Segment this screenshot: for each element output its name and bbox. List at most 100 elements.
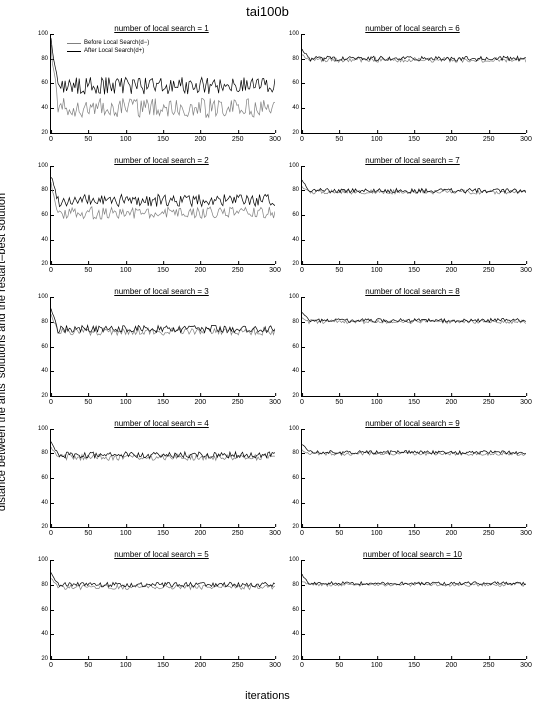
y-tick: 100 [38, 426, 51, 432]
panel-title: number of local search = 10 [295, 550, 530, 559]
line-chart [51, 560, 275, 659]
x-tick: 150 [157, 264, 169, 274]
x-tick: 100 [120, 527, 132, 537]
x-tick: 150 [408, 527, 420, 537]
series-after [302, 180, 526, 193]
x-tick: 150 [408, 396, 420, 406]
panel-title: number of local search = 4 [44, 419, 279, 428]
line-chart [51, 429, 275, 528]
y-tick: 100 [289, 294, 302, 300]
x-tick: 300 [269, 396, 281, 406]
line-chart [302, 429, 526, 528]
x-tick: 0 [49, 264, 53, 274]
line-chart [302, 297, 526, 396]
line-chart [51, 166, 275, 265]
x-tick: 100 [371, 659, 383, 669]
chart-panel: number of local search = 720406080100050… [283, 156, 530, 284]
x-tick: 150 [408, 133, 420, 143]
panel-title: number of local search = 7 [295, 156, 530, 165]
x-tick: 0 [300, 527, 304, 537]
panel-title: number of local search = 1 [44, 24, 279, 33]
y-tick: 100 [289, 31, 302, 37]
panel-title: number of local search = 9 [295, 419, 530, 428]
line-chart [302, 560, 526, 659]
chart-panel: number of local search = 620406080100050… [283, 24, 530, 152]
x-tick: 0 [300, 264, 304, 274]
y-tick: 100 [38, 294, 51, 300]
plot-area: 20406080100050100150200250300 [301, 560, 526, 660]
x-tick: 0 [49, 659, 53, 669]
x-tick: 300 [269, 659, 281, 669]
plot-area: 20406080100050100150200250300 [301, 297, 526, 397]
y-tick: 40 [41, 368, 51, 374]
x-tick: 150 [408, 264, 420, 274]
x-tick: 200 [445, 133, 457, 143]
x-tick: 50 [84, 527, 92, 537]
y-tick: 60 [41, 212, 51, 218]
x-tick: 300 [269, 264, 281, 274]
x-tick: 100 [120, 659, 132, 669]
y-tick: 80 [41, 56, 51, 62]
y-tick: 60 [41, 475, 51, 481]
y-tick: 100 [38, 163, 51, 169]
x-tick: 50 [335, 527, 343, 537]
y-tick: 60 [292, 80, 302, 86]
y-tick: 40 [292, 237, 302, 243]
x-tick: 200 [445, 527, 457, 537]
x-tick: 300 [520, 527, 532, 537]
y-tick: 60 [292, 475, 302, 481]
figure: tai100b distance between the ants' solut… [0, 0, 535, 704]
chart-panel: number of local search = 520406080100050… [32, 550, 279, 678]
x-tick: 50 [84, 264, 92, 274]
y-tick: 60 [41, 344, 51, 350]
x-tick: 300 [520, 133, 532, 143]
x-tick: 0 [49, 396, 53, 406]
plot-area: 20406080100050100150200250300 [301, 429, 526, 529]
y-tick: 40 [292, 631, 302, 637]
y-tick: 80 [292, 319, 302, 325]
y-tick: 100 [38, 31, 51, 37]
y-tick: 40 [41, 631, 51, 637]
x-tick: 50 [84, 659, 92, 669]
x-axis-label: iterations [0, 690, 535, 702]
y-tick: 60 [292, 212, 302, 218]
x-tick: 250 [232, 659, 244, 669]
chart-panel: number of local search = 920406080100050… [283, 419, 530, 547]
y-tick: 100 [289, 557, 302, 563]
y-tick: 40 [292, 105, 302, 111]
x-tick: 200 [194, 264, 206, 274]
y-tick: 100 [38, 557, 51, 563]
x-tick: 0 [49, 133, 53, 143]
panel-title: number of local search = 2 [44, 156, 279, 165]
y-tick: 80 [292, 187, 302, 193]
y-tick: 100 [289, 426, 302, 432]
x-tick: 50 [335, 264, 343, 274]
y-tick: 80 [41, 319, 51, 325]
x-tick: 150 [157, 527, 169, 537]
series-after [51, 177, 275, 206]
x-tick: 200 [445, 264, 457, 274]
panel-grid: number of local search = 1 20406080100050… [32, 24, 530, 678]
y-tick: 60 [41, 80, 51, 86]
panel-title: number of local search = 8 [295, 287, 530, 296]
series-after [51, 573, 275, 587]
x-tick: 300 [520, 396, 532, 406]
y-tick: 60 [41, 607, 51, 613]
legend-item: After Local Search(d+) [67, 48, 149, 56]
x-tick: 0 [49, 527, 53, 537]
x-tick: 100 [371, 396, 383, 406]
x-tick: 50 [335, 396, 343, 406]
x-tick: 150 [157, 396, 169, 406]
chart-panel: number of local search = 820406080100050… [283, 287, 530, 415]
y-tick: 40 [41, 500, 51, 506]
y-tick: 80 [292, 582, 302, 588]
y-tick: 80 [292, 56, 302, 62]
main-title: tai100b [0, 4, 535, 19]
plot-area: 20406080100050100150200250300 [50, 166, 275, 266]
y-tick: 40 [292, 500, 302, 506]
plot-area: 20406080100050100150200250300 [50, 297, 275, 397]
legend-swatch [67, 43, 81, 44]
chart-panel: number of local search = 120406080100050… [32, 24, 279, 152]
panel-title: number of local search = 6 [295, 24, 530, 33]
legend: Before Local Search(d−)After Local Searc… [65, 38, 151, 58]
